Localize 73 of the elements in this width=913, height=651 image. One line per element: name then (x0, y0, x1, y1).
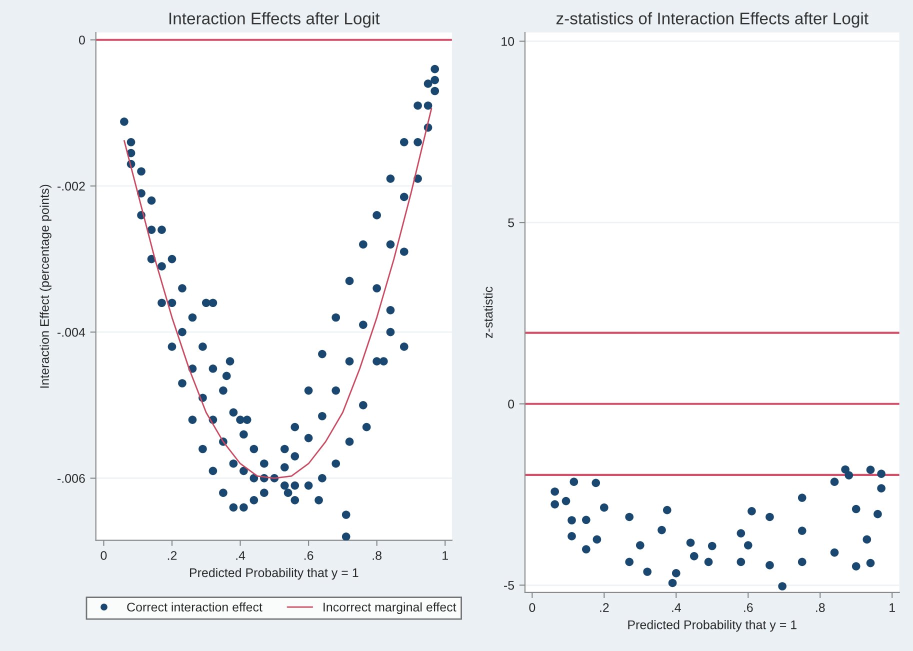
point (766, 561, 774, 570)
point (592, 478, 600, 488)
point (568, 516, 576, 524)
point (877, 470, 886, 478)
y-tick-label: 10 (502, 37, 514, 46)
point (844, 471, 854, 480)
y-tick-label: -.004 (58, 328, 86, 337)
point (570, 478, 578, 486)
point (582, 516, 590, 524)
x-tick-label: .8 (372, 551, 382, 560)
point (672, 569, 680, 578)
x-tick-label: .4 (672, 603, 681, 612)
point (592, 535, 602, 544)
y-tick-label: 5 (508, 218, 514, 228)
chart-title: z-statistics of Interaction Effects after Logit (556, 12, 868, 28)
x-tick-label: .4 (236, 551, 246, 560)
x-tick-label: .2 (600, 603, 609, 612)
point (704, 558, 713, 566)
x-tick-label: .6 (304, 551, 314, 560)
x-tick-label: .8 (816, 603, 825, 612)
point (686, 538, 695, 547)
point (550, 487, 560, 496)
point (662, 506, 672, 514)
y-tick-label: -.006 (58, 474, 85, 483)
x-tick-label: 0 (100, 551, 107, 560)
point (852, 562, 860, 570)
point (798, 558, 806, 566)
y-tick-label: -5 (504, 581, 514, 590)
point (830, 478, 839, 486)
point (874, 510, 882, 518)
point (877, 484, 886, 493)
point (658, 526, 666, 534)
y-axis-title: Interaction Effect (percentage points) (40, 184, 52, 388)
x-axis-title: Predicted Probability that y = 1 (190, 568, 358, 580)
point (736, 558, 746, 566)
chart-title: Interaction Effects after Logit (170, 12, 380, 28)
point (798, 526, 806, 535)
x-tick-label: .2 (168, 551, 177, 560)
y-axis-title: z-statistic (483, 286, 493, 338)
x-tick-label: .6 (744, 603, 753, 612)
point (550, 500, 560, 508)
point (778, 582, 786, 590)
point (766, 512, 774, 522)
x-axis-title: Predicted Probability that y = 1 (628, 620, 796, 632)
point (736, 529, 746, 538)
point (568, 532, 576, 540)
point (600, 503, 608, 512)
point (562, 496, 570, 506)
point (862, 535, 872, 544)
point (625, 558, 634, 566)
point (668, 578, 677, 588)
point (866, 558, 875, 568)
point (643, 568, 652, 576)
point (625, 512, 634, 522)
point (582, 545, 590, 554)
point (852, 504, 860, 514)
point (866, 466, 875, 474)
point (636, 541, 644, 550)
point (708, 542, 716, 550)
point (690, 552, 698, 560)
legend-label: Correct interaction effect (127, 602, 262, 612)
point (841, 465, 850, 474)
point (748, 507, 756, 516)
y-tick-label: -.002 (58, 182, 85, 191)
x-tick-label: 0 (529, 603, 536, 612)
y-tick-label: 0 (508, 400, 514, 409)
point (830, 548, 839, 557)
x-tick-label: 1 (890, 603, 895, 612)
point (798, 494, 806, 502)
point (744, 541, 752, 550)
y-tick-label: 0 (78, 36, 85, 45)
legend-label: Incorrect marginal effect (324, 602, 456, 614)
x-tick-label: 1 (442, 551, 448, 560)
